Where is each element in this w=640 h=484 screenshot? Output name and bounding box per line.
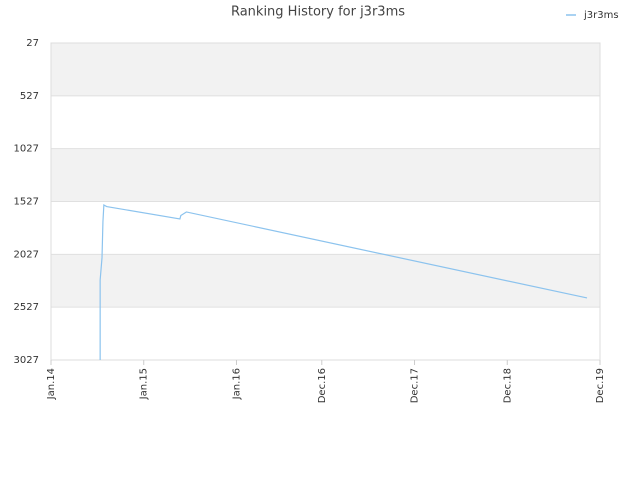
x-tick-label: Dec.16 (317, 368, 328, 403)
x-tick-label: Dec.19 (595, 368, 606, 403)
series-line (99, 203, 588, 360)
y-tick-label: 1527 (14, 197, 39, 208)
x-tick-label: Jan.16 (231, 368, 242, 400)
grid-band (51, 95, 600, 149)
x-tick-label: Dec.17 (410, 368, 421, 403)
legend-label: j3r3ms (583, 10, 619, 21)
grid-band (51, 254, 600, 308)
grid-band (51, 307, 600, 360)
y-tick-label: 1027 (14, 144, 39, 155)
grid-band (51, 201, 600, 255)
grid-band (51, 43, 600, 96)
chart-title: Ranking History for j3r3ms (231, 5, 405, 20)
x-tick-label: Jan.15 (139, 368, 150, 400)
y-tick-label: 527 (20, 91, 39, 102)
y-tick-label: 3027 (14, 355, 39, 366)
plot-frame (50, 42, 601, 361)
grid-band (51, 148, 600, 202)
y-tick-label: 27 (26, 38, 39, 49)
y-tick-label: 2027 (14, 249, 39, 260)
y-tick-label: 2527 (14, 302, 39, 313)
x-tick-label: Jan.14 (46, 368, 57, 400)
x-tick-label: Dec.18 (502, 368, 513, 403)
